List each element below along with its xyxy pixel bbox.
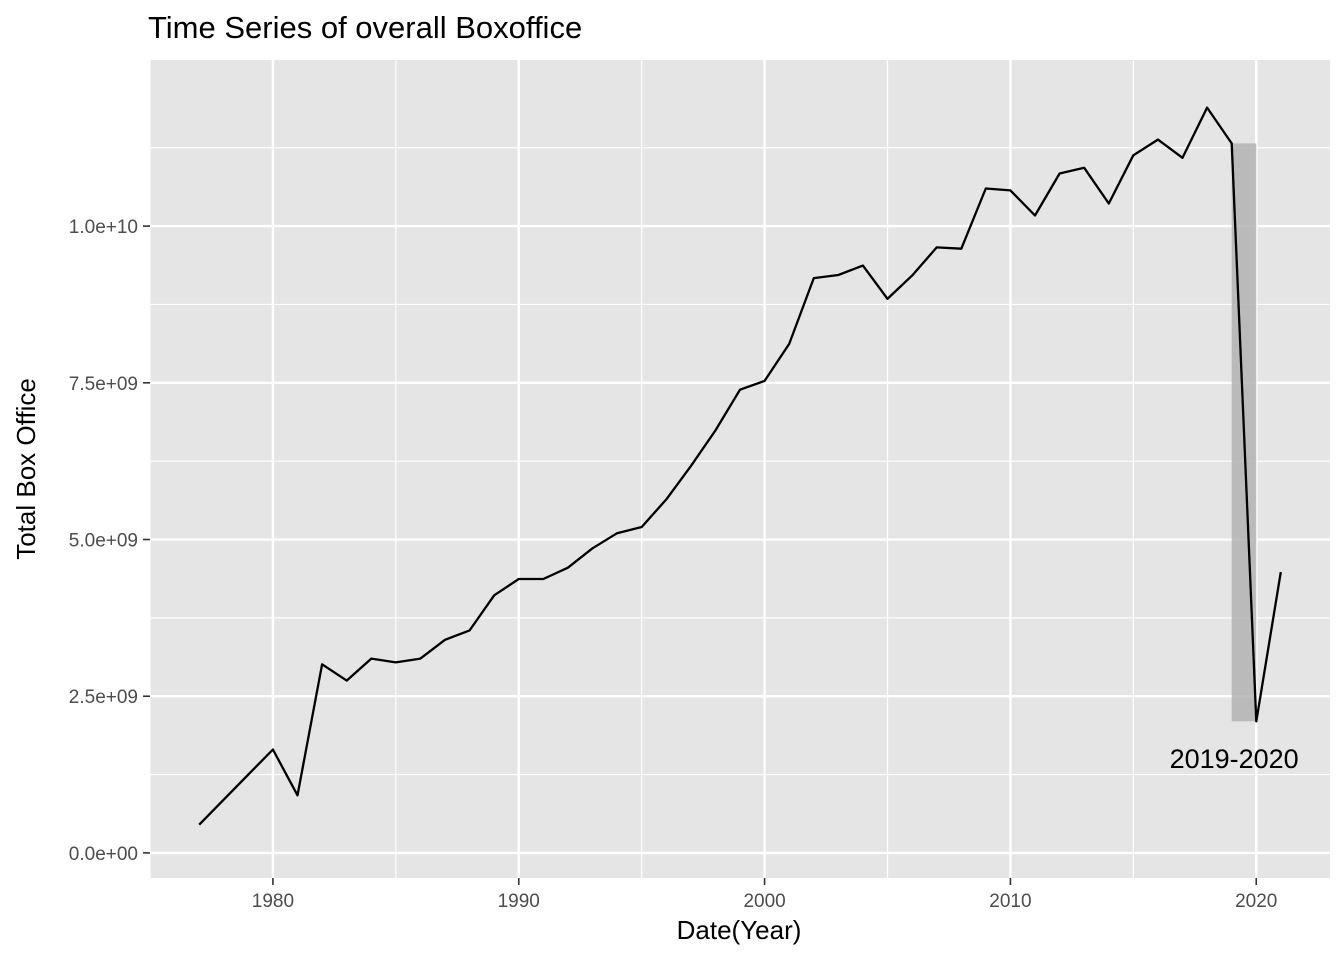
x-axis-ticks: 1980 1990 2000 2010 2020 <box>252 878 1277 912</box>
series-line <box>198 106 1282 826</box>
x-tick-label: 2010 <box>989 891 1031 912</box>
x-tick-label: 2000 <box>743 891 785 912</box>
y-tick-label: 2.5e+09 <box>69 687 138 708</box>
x-tick-label: 2020 <box>1235 891 1277 912</box>
chart-title: Time Series of overall Boxoffice <box>148 10 582 45</box>
y-tick-label: 5.0e+09 <box>69 531 138 552</box>
plot-panel <box>150 60 1330 878</box>
major-gridlines <box>150 60 1330 878</box>
y-tick-label: 0.0e+00 <box>69 844 138 865</box>
x-tick-label: 1980 <box>252 891 294 912</box>
y-axis-ticks: 0.0e+00 2.5e+09 5.0e+09 7.5e+09 1.0e+10 <box>69 217 150 865</box>
x-tick-label: 1990 <box>498 891 540 912</box>
y-axis-title: Total Box Office <box>11 378 41 560</box>
x-axis-title: Date(Year) <box>677 915 802 945</box>
annotation-label: 2019-2020 <box>1170 744 1299 774</box>
minor-gridlines <box>149 60 1330 878</box>
y-tick-label: 7.5e+09 <box>69 374 138 395</box>
y-tick-label: 1.0e+10 <box>69 217 138 238</box>
